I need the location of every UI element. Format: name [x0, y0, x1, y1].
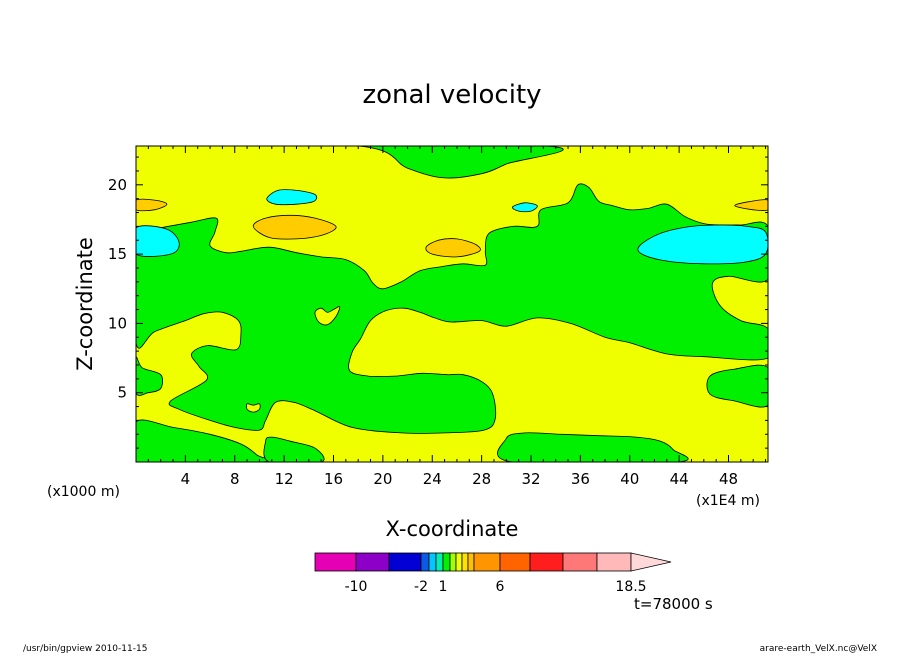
colorbar-extend-arrow [630, 552, 672, 572]
colorbar-box [562, 552, 598, 572]
contour-regions [136, 146, 768, 462]
footer-left: /usr/bin/gpview 2010-11-15 [23, 644, 147, 654]
region-cyan-small [511, 202, 538, 213]
region-green-right [706, 364, 768, 408]
y-tick-label: 15 [108, 245, 127, 263]
region-yellow-blob-2 [245, 403, 261, 413]
region-green-bottom-left [136, 419, 271, 462]
footer-right: arare-earth_VelX.nc@VelX [760, 644, 877, 654]
chart-title: zonal velocity [362, 80, 541, 110]
colorbar-box [596, 552, 632, 572]
region-green-upper [157, 146, 564, 179]
y-axis-title: Z-coordinate [73, 237, 97, 371]
region-orange-center [425, 238, 481, 258]
x-unit-right: (x1E4 m) [696, 493, 760, 509]
region-cyan-left [136, 225, 180, 257]
region-green-band [136, 183, 768, 434]
plot-area [136, 146, 768, 462]
colorbar-box [449, 552, 457, 572]
colorbar-box [314, 552, 357, 572]
y-tick-label: 20 [108, 176, 127, 194]
x-tick-label: 40 [620, 470, 639, 488]
x-axis-title: X-coordinate [386, 517, 519, 541]
region-cyan-upper [266, 189, 318, 206]
x-tick-label: 28 [472, 470, 491, 488]
colorbar-box [455, 552, 463, 572]
region-green-bottom-center [263, 436, 325, 462]
colorbar-tick-label: -10 [345, 579, 368, 595]
colorbar-box [428, 552, 437, 572]
x-tick-label: 48 [719, 470, 738, 488]
region-cyan-right [637, 224, 768, 265]
x-tick-label: 4 [181, 470, 191, 488]
colorbar-tick-label: -2 [414, 579, 428, 595]
region-orange-upper-left [252, 214, 337, 240]
colorbar-box [467, 552, 475, 572]
colorbar-box [442, 552, 451, 572]
x-tick-label: 12 [275, 470, 294, 488]
colorbar-box [499, 552, 531, 572]
colorbar-box [473, 552, 501, 572]
colorbar: -10 -2 1 6 18.5 [314, 552, 672, 595]
colorbar-box [388, 552, 422, 572]
region-orange-right-edge [734, 199, 768, 212]
plot-frame [135, 145, 769, 463]
colorbar-box [435, 552, 444, 572]
colorbar-box [529, 552, 564, 572]
x-tick-label: 36 [571, 470, 590, 488]
x-tick-label: 20 [373, 470, 392, 488]
region-orange-left-edge [136, 198, 168, 212]
x-tick-label: 32 [521, 470, 540, 488]
region-green-left-small [136, 356, 164, 396]
x-tick-label: 16 [324, 470, 343, 488]
y-tick-label: 10 [108, 314, 127, 332]
colorbar-box [355, 552, 390, 572]
colorbar-box [420, 552, 430, 572]
x-tick-label: 44 [670, 470, 689, 488]
colorbar-tick-label: 6 [496, 579, 505, 595]
y-tick-label: 5 [117, 384, 127, 402]
x-tick-label: 24 [423, 470, 442, 488]
colorbar-box [461, 552, 469, 572]
colorbar-tick-label: 1 [439, 579, 448, 595]
x-tick-label: 8 [230, 470, 240, 488]
time-label: t=78000 s [634, 595, 713, 613]
x-unit-left: (x1000 m) [47, 484, 120, 500]
colorbar-tick-label: 18.5 [615, 579, 646, 595]
region-yellow-blob [314, 306, 341, 326]
